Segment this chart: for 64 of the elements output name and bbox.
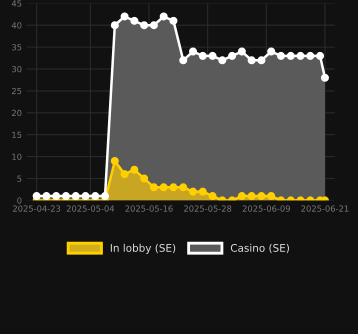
point [228, 52, 236, 60]
point [306, 52, 314, 60]
legend-label: In lobby (SE) [110, 244, 176, 254]
point [316, 52, 324, 60]
y-tick-label: 20 [12, 110, 22, 116]
point [42, 192, 50, 200]
point [110, 21, 119, 30]
point [169, 183, 178, 192]
point [82, 192, 90, 200]
y-tick-label: 15 [12, 132, 22, 138]
point [130, 166, 138, 174]
point [189, 188, 197, 196]
point [91, 192, 100, 200]
y-tick-label: 30 [12, 66, 22, 72]
point [276, 52, 285, 60]
point [140, 21, 148, 30]
point [140, 174, 148, 182]
point [32, 192, 41, 200]
legend-label: Casino (SE) [230, 244, 289, 254]
point [130, 16, 138, 25]
y-tick-label: 10 [12, 154, 22, 160]
point [189, 48, 197, 56]
point [62, 192, 70, 200]
point [160, 183, 168, 192]
y-tick-label: 25 [12, 88, 22, 94]
point [169, 16, 178, 25]
point [238, 48, 246, 56]
point [198, 52, 207, 60]
point [101, 192, 110, 200]
point [150, 21, 158, 30]
point [160, 12, 168, 20]
x-tick-label: 2025-04-23 [13, 205, 60, 212]
point [267, 192, 276, 200]
point [179, 56, 188, 64]
point [218, 56, 226, 64]
point [286, 52, 295, 60]
point [72, 192, 80, 200]
point [179, 183, 188, 192]
point [120, 12, 129, 20]
x-tick-label: 2025-05-28 [184, 205, 232, 212]
x-tick-label: 2025-05-16 [125, 205, 173, 212]
y-tick-label: 45 [12, 0, 22, 7]
point [267, 48, 276, 56]
point [198, 188, 207, 196]
point [248, 192, 256, 200]
point [248, 56, 256, 64]
point [52, 192, 60, 200]
point [257, 192, 266, 200]
point [208, 192, 217, 200]
x-tick-label: 2025-05-04 [66, 205, 114, 212]
point [208, 52, 217, 60]
y-tick-label: 35 [12, 44, 22, 50]
y-tick-label: 0 [17, 197, 22, 204]
y-tick-label: 5 [17, 176, 22, 182]
point [150, 183, 158, 192]
x-tick-label: 2025-06-21 [301, 205, 348, 212]
point [238, 192, 246, 200]
point [110, 156, 119, 165]
point [120, 170, 129, 178]
point [257, 56, 266, 64]
point [296, 52, 305, 60]
y-tick-label: 40 [12, 22, 22, 29]
point [320, 74, 329, 82]
x-tick-label: 2025-06-09 [242, 205, 290, 212]
